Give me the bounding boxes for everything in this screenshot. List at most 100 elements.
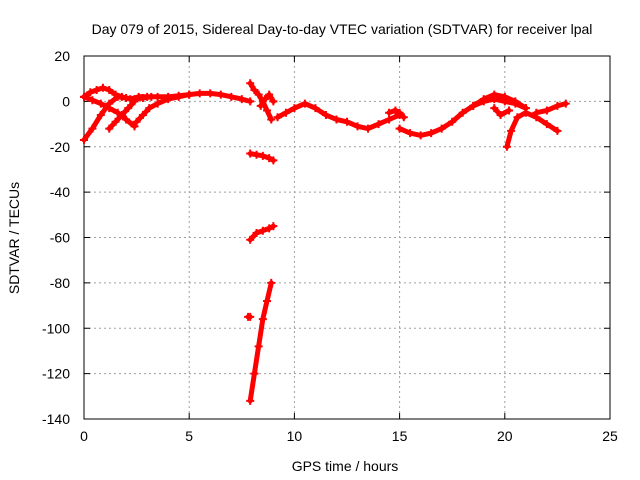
data-point — [513, 113, 522, 122]
data-point — [553, 101, 562, 110]
data-point — [391, 106, 400, 115]
plot-frame — [83, 55, 611, 420]
series-arc-08 — [246, 149, 278, 165]
data-point — [246, 235, 255, 244]
data-point — [267, 115, 276, 124]
y-tick-label: -100 — [42, 320, 70, 336]
data-point — [252, 228, 261, 237]
series-band — [258, 92, 276, 109]
data-point — [174, 92, 183, 101]
data-point — [290, 104, 299, 113]
x-tick-label: 15 — [392, 428, 408, 444]
data-point — [250, 86, 259, 95]
data-point — [250, 369, 259, 378]
data-point — [80, 135, 88, 144]
data-point — [132, 117, 141, 126]
data-point — [265, 224, 274, 233]
data-point — [246, 97, 255, 106]
data-point — [122, 115, 131, 124]
series-arc-13 — [385, 106, 408, 122]
data-point — [490, 90, 499, 99]
data-point — [246, 79, 255, 88]
data-point — [88, 96, 97, 105]
data-point — [256, 101, 265, 110]
series-band — [491, 105, 512, 118]
data-point — [521, 108, 530, 117]
series-arc-04 — [105, 97, 139, 133]
data-point — [343, 117, 351, 126]
data-point — [385, 115, 394, 124]
series-arc-15 — [469, 90, 530, 113]
data-point — [216, 90, 225, 99]
data-point — [145, 104, 154, 113]
y-tick-label: -60 — [50, 230, 70, 246]
chart-title: Day 079 of 2015, Sidereal Day-to-day VTE… — [92, 21, 593, 37]
data-point — [185, 90, 194, 99]
data-point — [246, 396, 255, 405]
data-point — [147, 92, 156, 101]
data-point — [374, 120, 383, 129]
data-point — [260, 95, 269, 104]
data-point — [130, 97, 139, 106]
data-point — [265, 154, 274, 163]
data-point — [80, 92, 88, 101]
x-tick-labels: 0 5 10 15 20 25 — [80, 428, 618, 444]
y-tick-label: -140 — [42, 411, 70, 427]
y-tick-label: -40 — [50, 184, 70, 200]
data-point — [195, 89, 204, 98]
series-arc-10 — [244, 312, 255, 321]
data-point — [500, 92, 509, 101]
data-point — [502, 142, 511, 151]
data-point — [258, 151, 267, 160]
data-point — [311, 104, 320, 113]
data-point — [96, 110, 105, 119]
data-point — [164, 95, 173, 104]
data-point — [124, 104, 133, 113]
series-arc-05 — [132, 90, 194, 126]
data-point — [258, 226, 267, 235]
y-tick-labels: 20 0 -20 -40 -60 -80 -100 -120 -140 — [42, 48, 70, 427]
x-tick-label: 10 — [287, 428, 303, 444]
data-point — [458, 108, 467, 117]
data-point — [281, 108, 290, 117]
y-tick-label: 0 — [62, 93, 70, 109]
data-point — [427, 129, 436, 138]
data-point — [542, 120, 551, 129]
data-point — [399, 113, 408, 122]
data-point — [246, 312, 255, 321]
data-point — [92, 86, 101, 95]
data-point — [153, 99, 162, 108]
data-point — [269, 156, 278, 165]
series-arc-02 — [80, 92, 156, 144]
data-point — [553, 126, 562, 135]
series-arc-03 — [80, 92, 139, 131]
series-arc-18 — [532, 99, 570, 117]
data-point — [130, 122, 139, 131]
data-point — [321, 110, 330, 119]
data-point — [86, 88, 95, 97]
data-point — [105, 104, 114, 113]
data-point — [300, 99, 309, 108]
data-point — [105, 86, 114, 95]
y-tick-label: -20 — [50, 139, 70, 155]
data-point — [122, 93, 131, 102]
data-point — [490, 104, 499, 113]
x-tick-label: 20 — [497, 428, 513, 444]
data-point — [353, 122, 362, 131]
x-tick-label: 25 — [602, 428, 618, 444]
data-point — [273, 113, 282, 122]
data-point — [206, 89, 215, 98]
data-point — [88, 124, 97, 133]
data-point — [113, 92, 122, 101]
data-point — [511, 97, 520, 106]
data-point — [364, 124, 373, 133]
data-point — [332, 115, 341, 124]
data-point — [267, 278, 276, 287]
data-point — [269, 97, 278, 106]
series-band — [533, 101, 569, 116]
data-point — [395, 108, 404, 117]
data-point — [395, 124, 404, 133]
series-arc-07 — [256, 90, 278, 110]
data-point — [269, 222, 278, 231]
data-point — [437, 124, 446, 133]
